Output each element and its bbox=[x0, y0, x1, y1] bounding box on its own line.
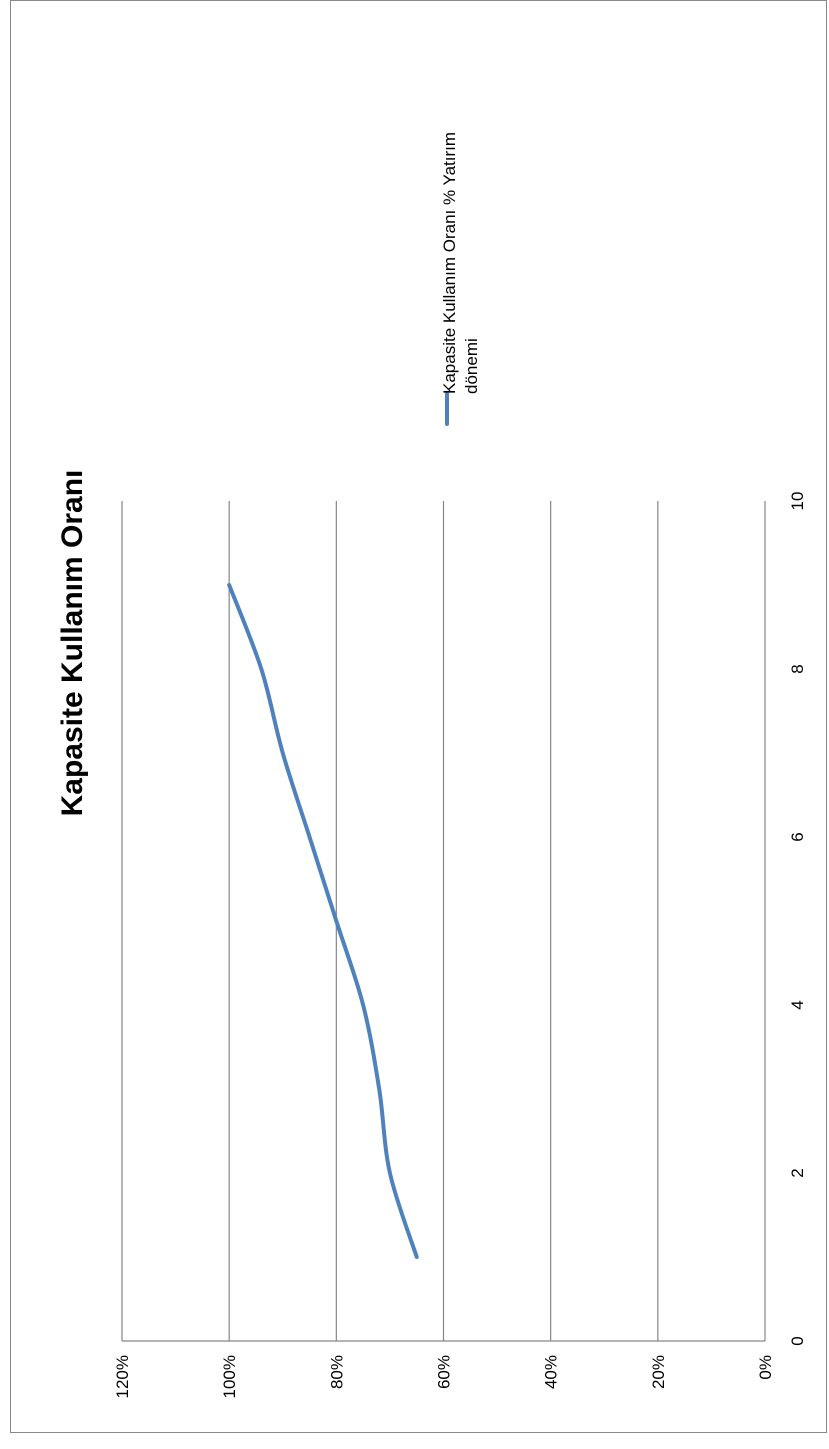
y-tick-label: 100% bbox=[220, 1355, 239, 1398]
x-tick-label: 0 bbox=[788, 1336, 807, 1345]
y-tick-label: 0% bbox=[756, 1355, 775, 1380]
y-tick-label: 40% bbox=[542, 1355, 561, 1389]
legend-label-line: dönemi bbox=[462, 338, 481, 394]
x-tick-label: 4 bbox=[788, 1000, 807, 1009]
y-tick-label: 20% bbox=[649, 1355, 668, 1389]
legend-label-line: Kapasite Kullanım Oranı % Yatırım bbox=[440, 132, 459, 394]
chart-border bbox=[11, 1, 827, 1433]
y-tick-label: 60% bbox=[435, 1355, 454, 1389]
y-tick-label: 120% bbox=[113, 1355, 132, 1398]
x-tick-label: 2 bbox=[788, 1168, 807, 1177]
y-tick-label: 80% bbox=[327, 1355, 346, 1389]
x-tick-label: 10 bbox=[788, 492, 807, 511]
x-tick-label: 8 bbox=[788, 664, 807, 673]
chart-title: Kapasite Kullanım Oranı bbox=[56, 470, 89, 817]
x-tick-label: 6 bbox=[788, 832, 807, 841]
